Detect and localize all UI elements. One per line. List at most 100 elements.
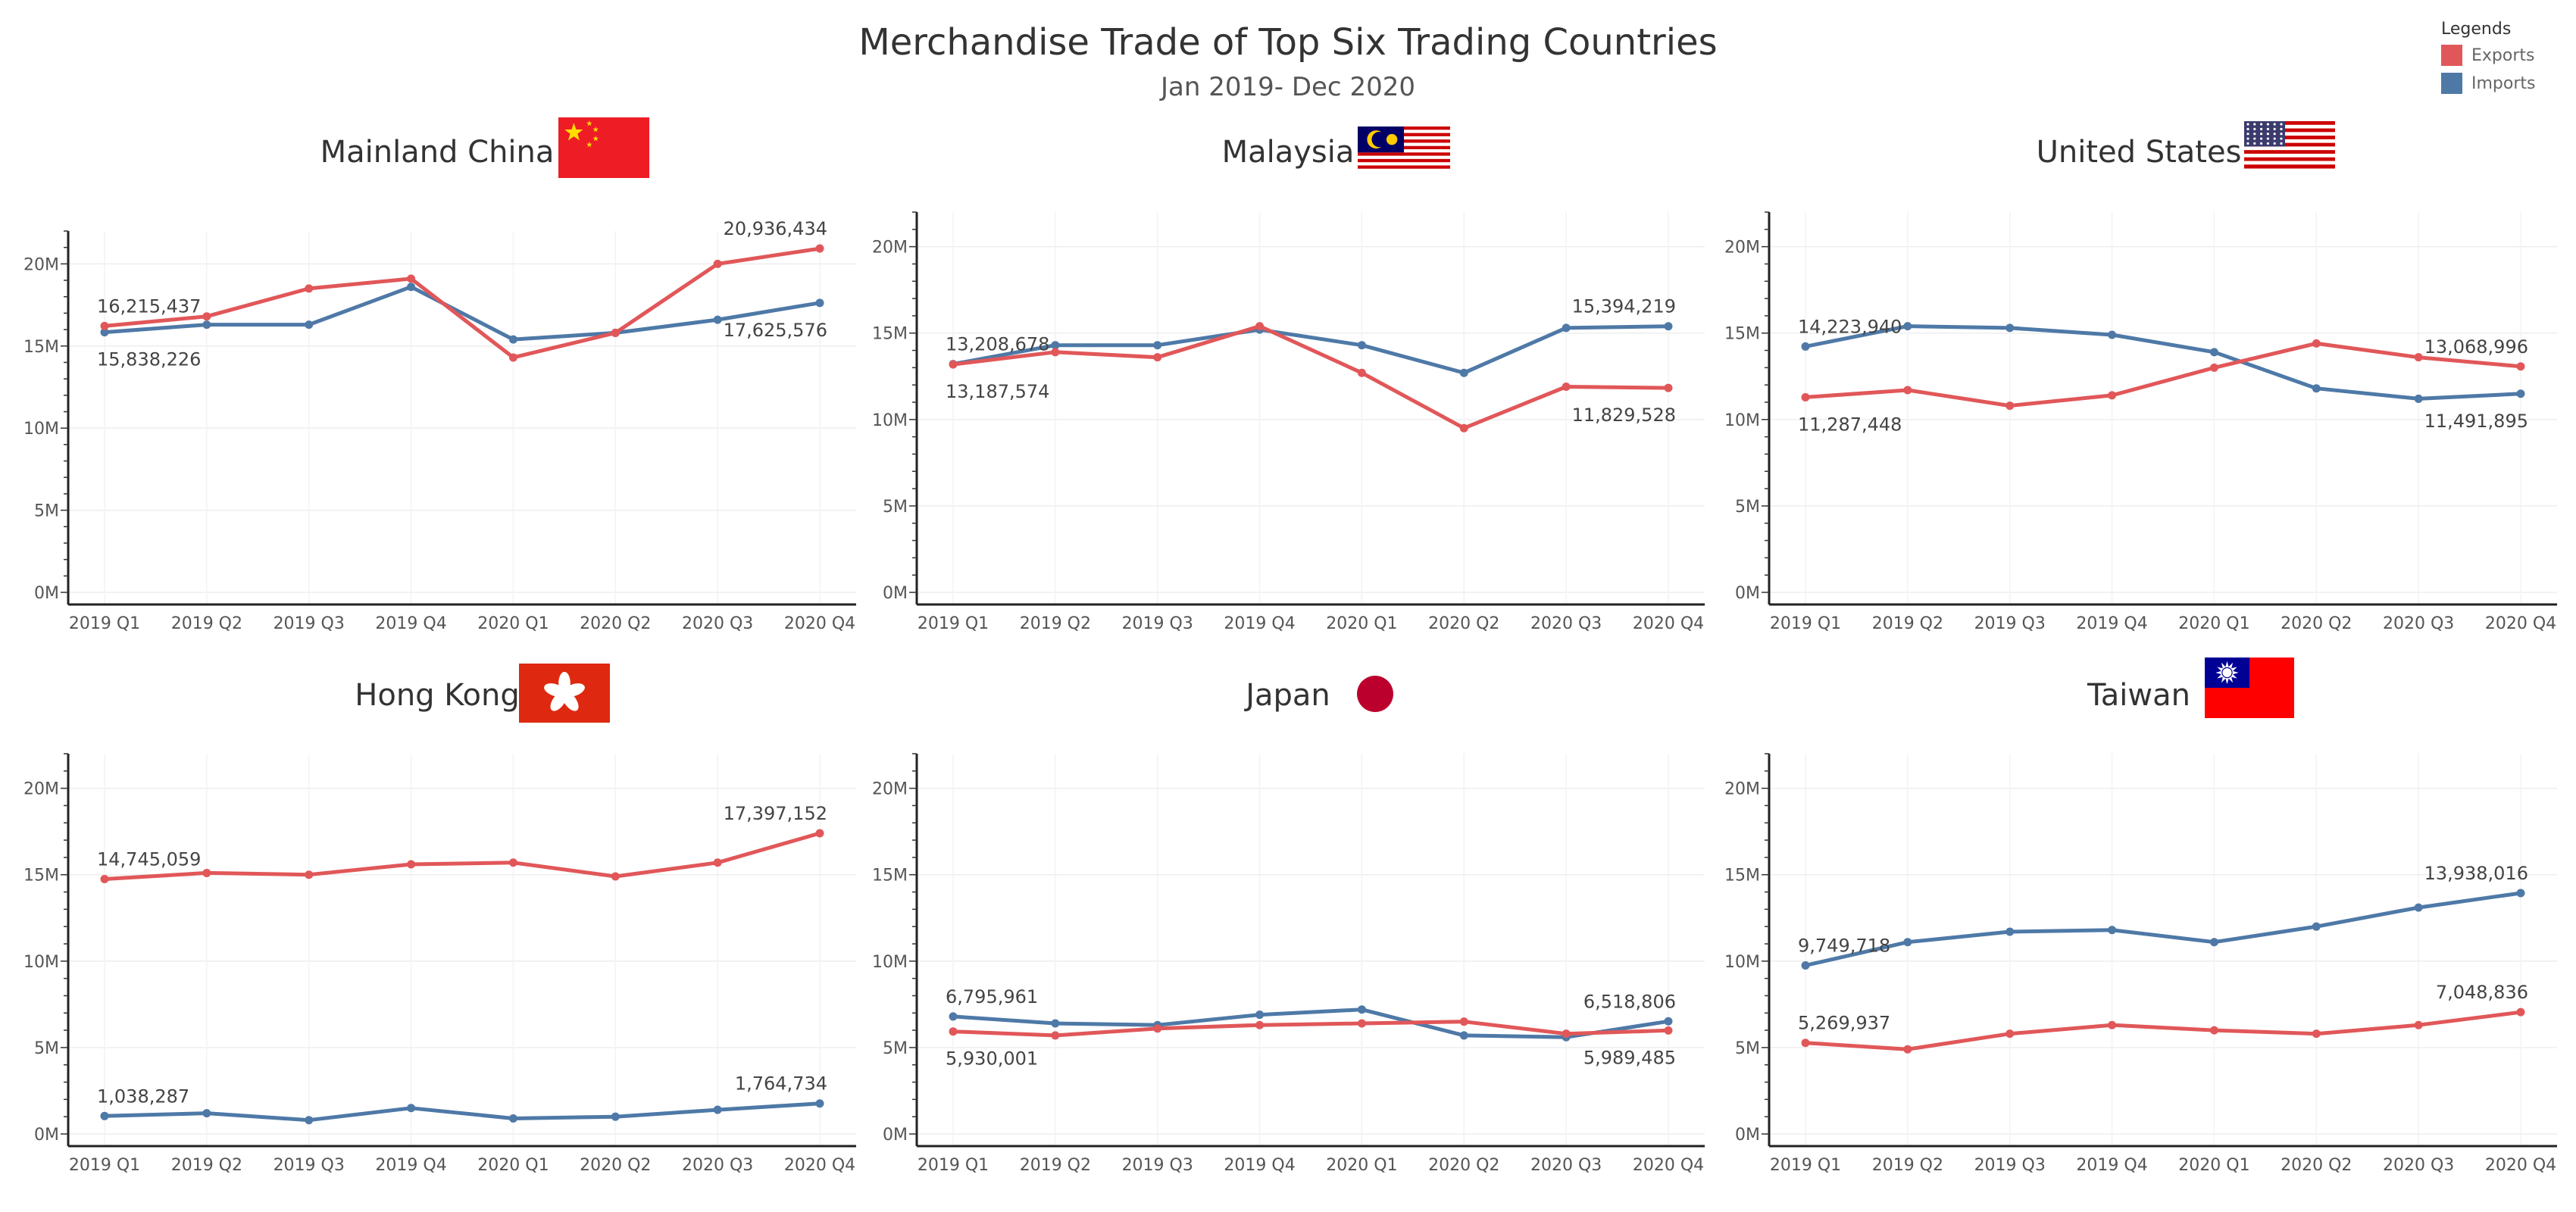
series-line-imports <box>1805 324 2521 401</box>
data-point-exports <box>1357 368 1366 377</box>
data-point-imports <box>305 1116 314 1125</box>
us-flag-star <box>2280 123 2283 126</box>
data-label: 13,068,996 <box>2424 336 2528 358</box>
y-tick-label: 15M <box>872 867 908 886</box>
us-flag-star <box>2253 142 2256 145</box>
flag-stripe <box>2244 153 2335 158</box>
us-flag-star <box>2266 142 2269 145</box>
data-point-exports <box>2005 401 2015 411</box>
data-point-imports <box>1903 938 1912 947</box>
y-tick-label: 20M <box>1724 239 1760 258</box>
x-tick-label: 2020 Q4 <box>2485 1156 2556 1175</box>
x-tick-label: 2019 Q3 <box>1122 614 1193 633</box>
malaysia-flag-star <box>1386 133 1398 145</box>
data-point-exports <box>1153 1024 1162 1033</box>
data-label: 6,518,806 <box>1583 991 1676 1012</box>
data-point-exports <box>305 870 314 879</box>
data-point-exports <box>1801 1039 1810 1048</box>
x-tick-label: 2020 Q1 <box>477 1156 549 1175</box>
data-point-exports <box>202 312 211 321</box>
data-label: 7,048,836 <box>2436 982 2528 1003</box>
taiwan-flag-sun <box>2222 668 2232 677</box>
series-line-imports <box>1805 891 2521 967</box>
panel-title: Mainland China <box>320 135 555 170</box>
x-tick-label: 2019 Q2 <box>1020 1156 1091 1175</box>
data-point-imports <box>2005 323 2015 333</box>
us-flag-star <box>2246 133 2249 136</box>
us-flag-star <box>2253 127 2256 130</box>
data-label: 1,038,287 <box>97 1085 189 1107</box>
x-tick-label: 2020 Q4 <box>784 614 855 633</box>
data-point-imports <box>100 328 109 337</box>
x-tick-label: 2020 Q4 <box>784 1156 855 1175</box>
legend-label-imports: Imports <box>2471 73 2536 93</box>
data-point-imports <box>100 1111 109 1120</box>
data-label: 11,287,448 <box>1798 414 1902 435</box>
flag-stripe <box>1358 152 1450 157</box>
x-tick-label: 2019 Q2 <box>171 614 242 633</box>
x-tick-label: 2019 Q2 <box>1020 614 1091 633</box>
us-flag-star <box>2273 123 2276 126</box>
data-label: 14,745,059 <box>97 849 201 870</box>
x-tick-label: 2020 Q2 <box>2281 1156 2352 1175</box>
x-tick-label: 2019 Q3 <box>1974 1156 2046 1175</box>
malaysia-flag-icon <box>1358 127 1450 173</box>
data-label: 15,838,226 <box>97 349 201 370</box>
y-tick-label: 20M <box>872 239 908 258</box>
data-point-exports <box>1051 1031 1060 1040</box>
data-point-imports <box>815 1099 824 1108</box>
x-tick-label: 2020 Q2 <box>2281 614 2352 633</box>
hong-kong-flag-petal <box>544 683 566 697</box>
flag-stripe <box>2244 132 2335 136</box>
legend-label-exports: Exports <box>2471 45 2535 65</box>
legend-item-exports[interactable]: Exports <box>2441 45 2535 66</box>
data-point-exports <box>2312 1029 2321 1039</box>
flag-stripe <box>2244 128 2335 133</box>
data-point-imports <box>305 320 314 330</box>
data-point-exports <box>2209 1026 2218 1035</box>
data-point-exports <box>2108 1020 2117 1029</box>
flag-stripe <box>2244 146 2335 151</box>
data-point-exports <box>1903 386 1912 395</box>
data-point-imports <box>611 1112 620 1121</box>
flag-stripe <box>1358 155 1450 160</box>
data-label: 9,749,718 <box>1798 936 1890 957</box>
data-label: 20,936,434 <box>724 218 827 239</box>
data-point-exports <box>2414 1020 2423 1029</box>
data-point-imports <box>2312 384 2321 393</box>
x-tick-label: 2020 Q1 <box>1326 614 1397 633</box>
panel-title: Japan <box>1243 678 1330 713</box>
us-flag-star <box>2260 142 2263 145</box>
china-flag-icon <box>558 117 649 178</box>
china-flag-star <box>586 142 592 148</box>
japan-flag-disc <box>1357 676 1393 712</box>
malaysia-flag-crescent-cut <box>1371 131 1387 148</box>
japan-flag-icon <box>1357 676 1393 712</box>
data-point-imports <box>1459 1031 1468 1040</box>
us-flag-canton <box>2244 121 2285 147</box>
data-point-imports <box>2516 889 2525 898</box>
data-point-imports <box>1357 1005 1366 1014</box>
data-point-imports <box>407 283 416 292</box>
x-tick-label: 2019 Q1 <box>69 614 140 633</box>
data-point-imports <box>1801 342 1810 351</box>
legend-item-imports[interactable]: Imports <box>2441 73 2535 94</box>
y-tick-label: 20M <box>23 780 59 799</box>
y-tick-label: 20M <box>23 255 59 274</box>
china-flag-field <box>558 117 649 178</box>
data-point-imports <box>1357 341 1366 350</box>
data-point-exports <box>713 259 722 268</box>
us-flag-star <box>2260 127 2263 130</box>
data-point-imports <box>1459 368 1468 377</box>
x-tick-label: 2019 Q4 <box>375 614 446 633</box>
y-tick-label: 0M <box>1735 1126 1760 1145</box>
data-point-exports <box>508 858 517 867</box>
data-point-exports <box>2209 363 2218 372</box>
y-tick-label: 0M <box>34 1126 59 1145</box>
x-tick-label: 2019 Q1 <box>69 1156 140 1175</box>
data-point-imports <box>2516 389 2525 398</box>
us-flag-star <box>2246 127 2249 130</box>
data-point-imports <box>949 1012 958 1021</box>
us-flag-star <box>2260 137 2263 140</box>
